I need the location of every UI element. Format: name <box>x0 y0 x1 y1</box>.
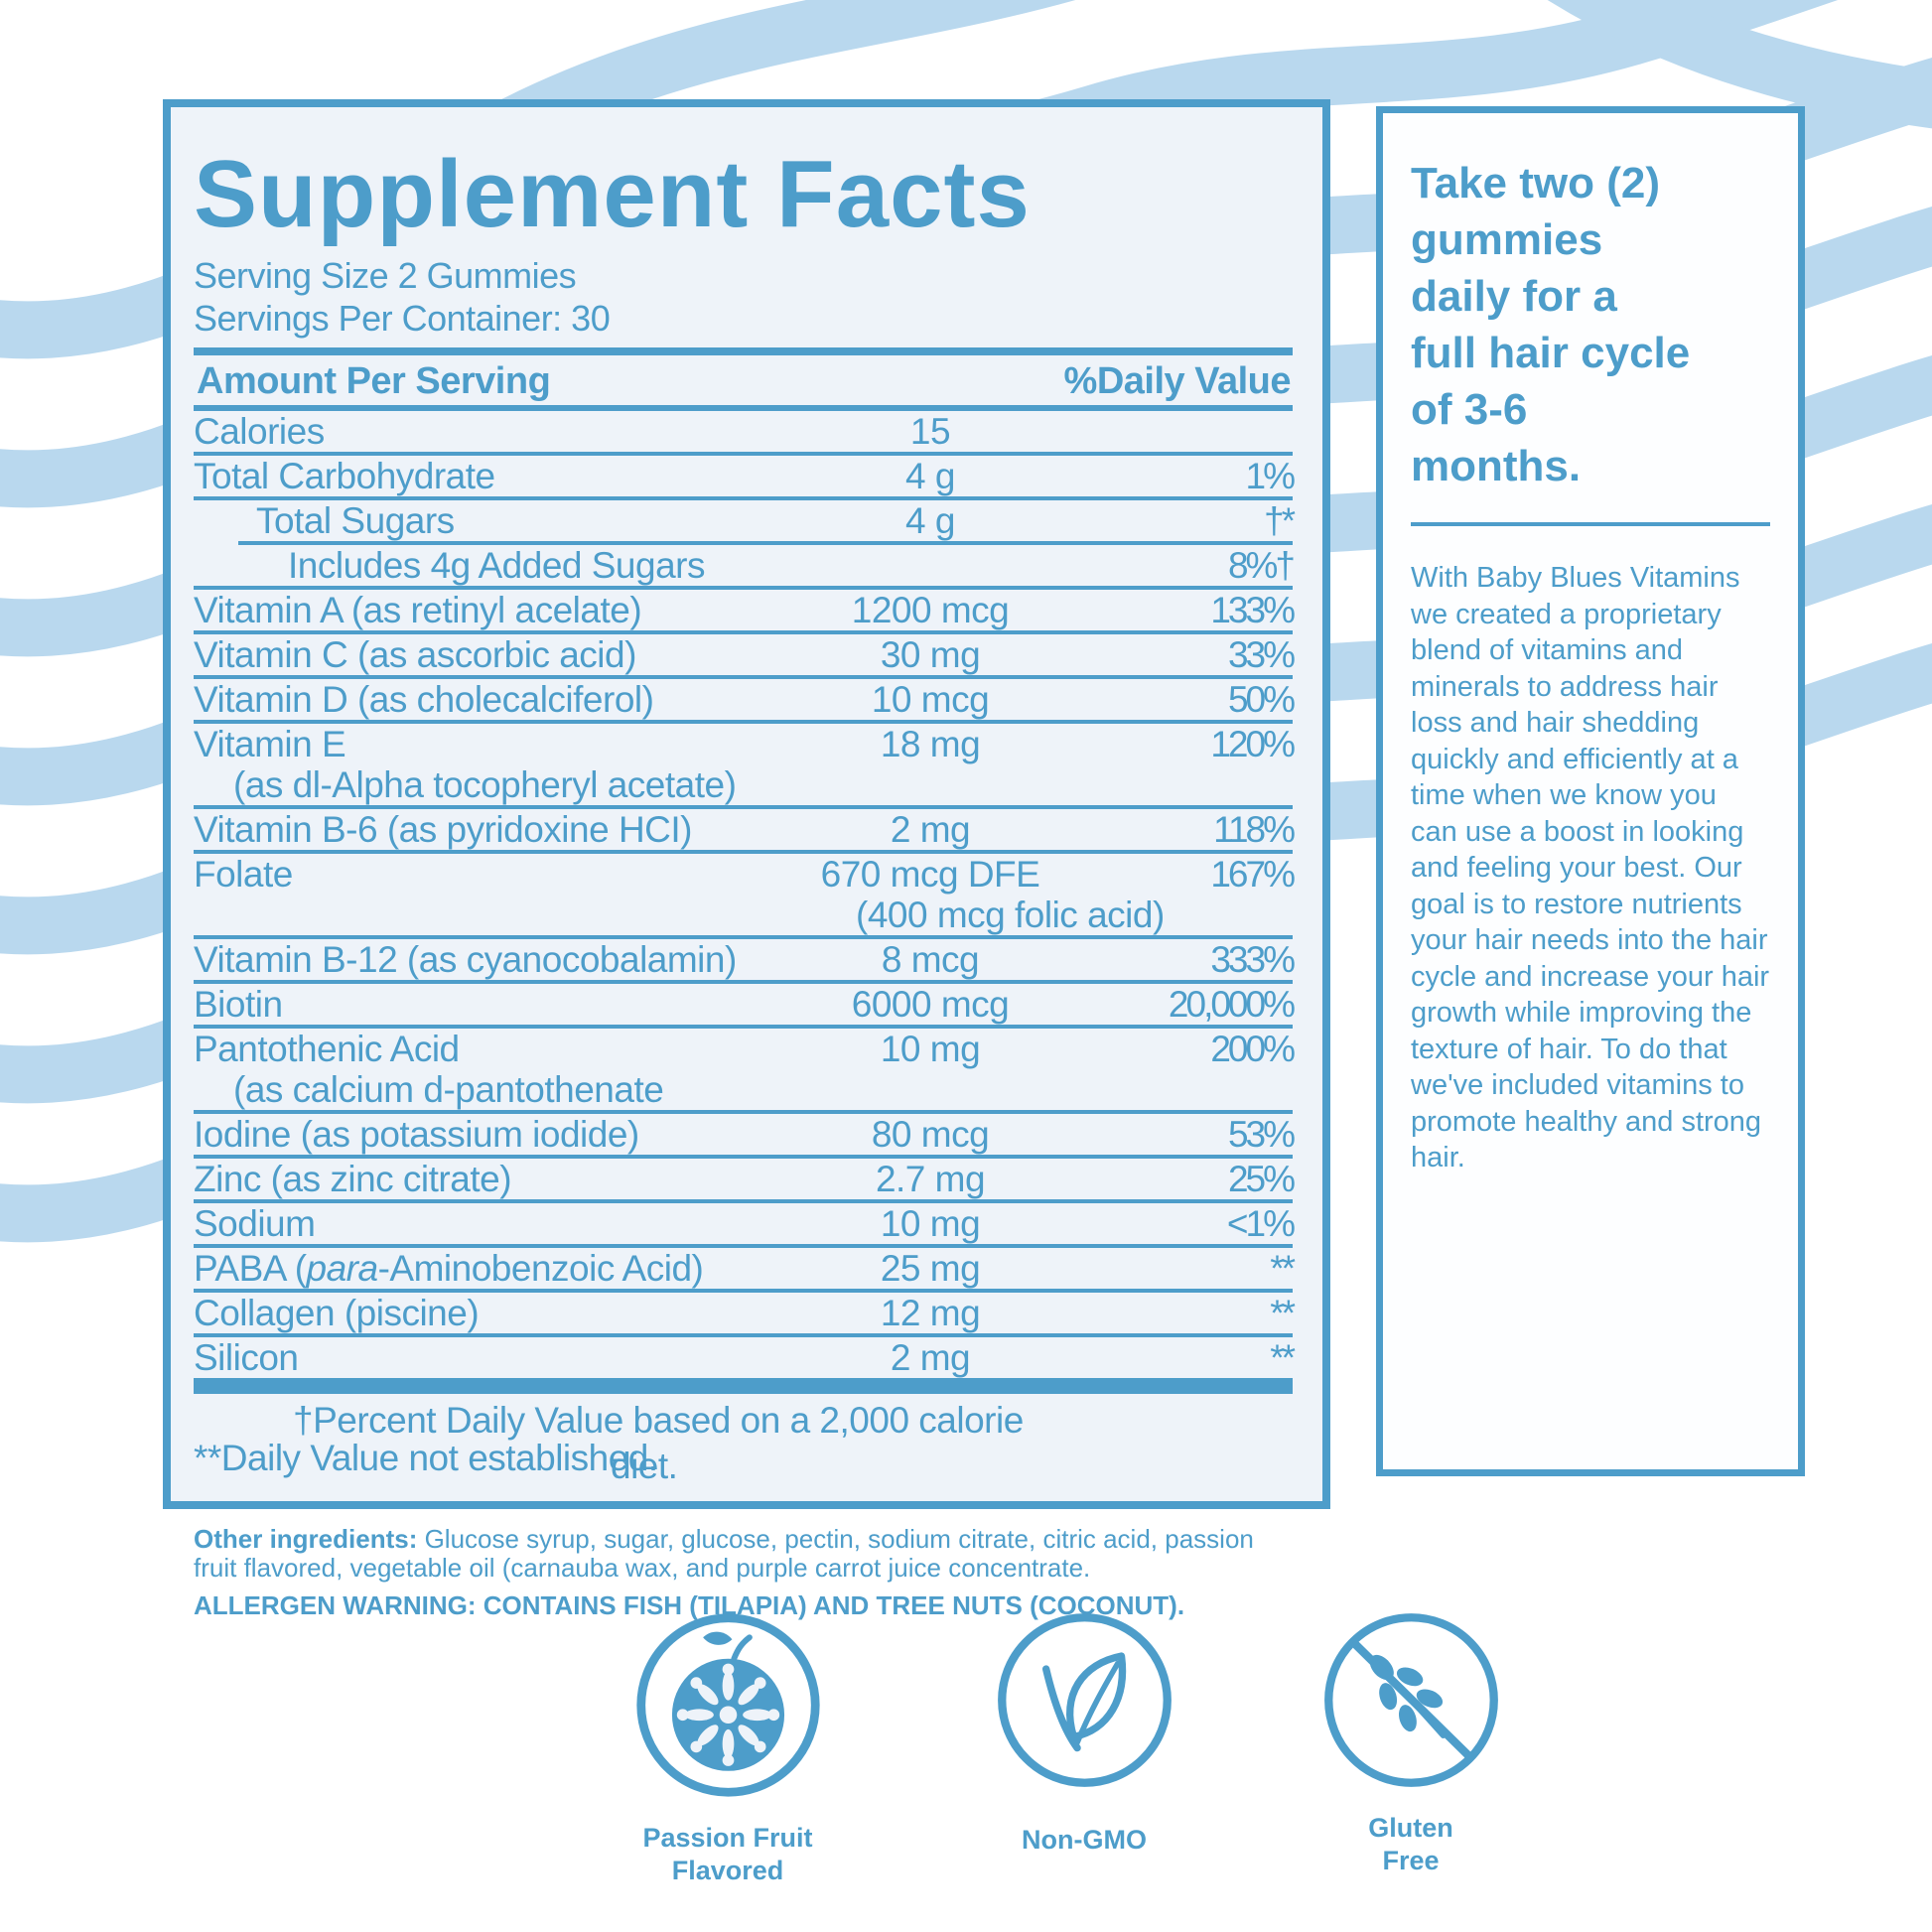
nutrient-row: Iodine (as potassium iodide) 80 mcg 53% <box>194 1114 1296 1159</box>
divider <box>1411 522 1770 526</box>
other-ingredients: Other ingredients: Glucose syrup, sugar,… <box>194 1525 1256 1583</box>
nutrient-row: Vitamin D (as cholecalciferol) 10 mcg 50% <box>194 679 1296 724</box>
serving-size: Serving Size 2 Gummies <box>194 255 577 296</box>
nutrient-row: Vitamin B-6 (as pyridoxine HCI) 2 mg 118% <box>194 809 1296 854</box>
nutrient-row: Sodium 10 mg <1% <box>194 1203 1296 1248</box>
servings-per-container: Servings Per Container: 30 <box>194 298 611 339</box>
wheat-crossed-icon <box>1323 1613 1498 1787</box>
footnote: †Percent Daily Value based on a 2,000 ca… <box>194 1400 1293 1485</box>
divider <box>194 347 1293 355</box>
allergen-warning: ALLERGEN WARNING: CONTAINS FISH (TILAPIA… <box>194 1590 1185 1620</box>
directions-panel: Take two (2) gummies daily for a full hair … <box>1376 106 1805 1476</box>
nutrient-row: Includes 4g Added Sugars 8%† <box>194 545 1296 590</box>
passion-fruit-icon <box>635 1613 820 1797</box>
panel-title: Supplement Facts <box>194 141 1031 247</box>
badge-passion-fruit: Passion Fruit Flavored <box>599 1608 857 1887</box>
footnote-line2: **Daily Value not established. <box>194 1438 658 1478</box>
nutrient-row: Total Carbohydrate 4 g 1% <box>194 456 1296 500</box>
nutrient-row: Vitamin C (as ascorbic acid) 30 mg 33% <box>194 634 1296 679</box>
badge-label: Gluten Free <box>1368 1813 1453 1875</box>
directions-body: With Baby Blues Vitamins we created a pr… <box>1411 562 1770 1173</box>
nutrient-row: Zinc (as zinc citrate) 2.7 mg 25% <box>194 1159 1296 1203</box>
footnote-overlap: diet. <box>611 1446 678 1486</box>
table-header: Amount Per Serving %Daily Value <box>194 355 1293 411</box>
badge-non-gmo: Non-GMO <box>955 1608 1213 1857</box>
nutrient-row: Vitamin B-12 (as cyanocobalamin) 8 mcg 333… <box>194 939 1296 984</box>
directions-heading: Take two (2) gummies daily for a full hair … <box>1411 159 1691 490</box>
nutrient-row: Pantothenic Acid (as calcium d-pantothena… <box>194 1029 1296 1114</box>
supplement-facts-panel: Supplement Facts Serving Size 2 Gummies … <box>163 99 1330 1509</box>
column-amount-per-serving: Amount Per Serving <box>197 360 551 402</box>
nutrient-row: Folate 670 mcg DFE (400 mcg folic acid) 167… <box>194 854 1296 939</box>
nutrient-row: Calories 15 <box>194 411 1293 456</box>
nutrient-row: Silicon 2 mg ** <box>194 1337 1296 1378</box>
other-ingredients-text: Glucose syrup, sugar, glucose, pectin, s… <box>194 1524 1254 1583</box>
nutrient-table: Calories 15 Total Carbohydrate 4 g 1% Total S… <box>194 411 1296 1378</box>
footnote-line1: †Percent Daily Value based on a 2,000 ca… <box>293 1400 1024 1441</box>
badge-gluten-free: Gluten Free <box>1282 1608 1540 1877</box>
badge-label: Non-GMO <box>1022 1825 1147 1855</box>
nutrient-row: Collagen (piscine) 12 mg ** <box>194 1293 1296 1337</box>
nutrient-row: Biotin 6000 mcg 20,000% <box>194 984 1296 1029</box>
column-daily-value: %Daily Value <box>1063 360 1292 402</box>
nutrient-row: Vitamin E (as dl-Alpha tocopheryl acetate… <box>194 724 1296 809</box>
nutrient-row: Vitamin A (as retinyl acelate) 1200 mcg 13… <box>194 590 1296 634</box>
divider <box>194 1378 1293 1394</box>
nutrient-row: Total Sugars 4 g †* <box>238 500 1296 545</box>
ingredients-section: Other ingredients: Glucose syrup, sugar,… <box>194 1525 1256 1620</box>
leaf-icon <box>997 1613 1172 1787</box>
other-ingredients-label: Other ingredients: <box>194 1524 418 1554</box>
badge-label: Passion Fruit Flavored <box>642 1823 813 1885</box>
nutrient-row: PABA (para-Aminobenzoic Acid) 25 mg ** <box>194 1248 1296 1293</box>
